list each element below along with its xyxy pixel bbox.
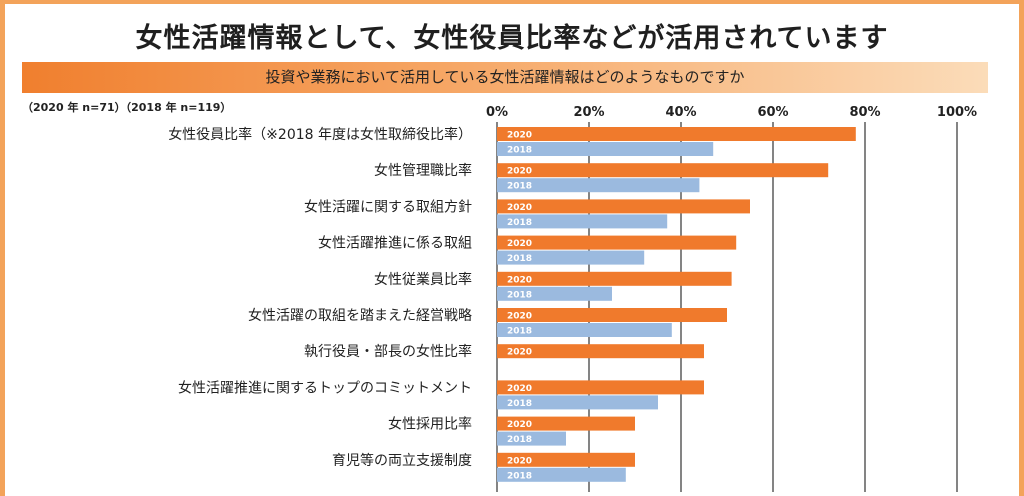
bar-series-label: 2020 — [507, 456, 532, 466]
bar-2020 — [497, 235, 737, 250]
bar-2018 — [497, 250, 645, 265]
bar-series-label: 2020 — [507, 275, 532, 285]
bar-series-label: 2020 — [507, 348, 532, 358]
frame-top-border — [0, 0, 1024, 4]
bar-series-label: 2020 — [507, 384, 532, 394]
x-tick-label: 60% — [757, 105, 788, 120]
subtitle-band — [22, 62, 988, 93]
category-label: 女性採用比率 — [388, 416, 472, 433]
bar-series-label: 2018 — [507, 290, 532, 300]
category-label: 女性活躍推進に関するトップのコミットメント — [178, 379, 472, 396]
bar-2020 — [497, 199, 750, 214]
bar-series-label: 2018 — [507, 254, 532, 264]
bar-series-label: 2020 — [507, 239, 532, 249]
category-label: 執行役員・部長の女性比率 — [304, 343, 472, 360]
bar-series-label: 2020 — [507, 420, 532, 430]
bar-2020 — [497, 308, 727, 322]
bar-2018 — [497, 142, 714, 156]
category-label: 女性活躍に関する取組方針 — [304, 198, 472, 215]
x-tick-label: 40% — [665, 105, 696, 120]
x-tick-label: 0% — [486, 105, 508, 120]
frame-left-border — [0, 0, 5, 496]
category-label: 女性活躍推進に係る取組 — [318, 235, 472, 252]
bar-2020 — [497, 127, 856, 141]
bar-series-label: 2018 — [507, 327, 532, 337]
bar-series-label: 2018 — [507, 218, 532, 228]
chart-subtitle: 投資や業務において活用している女性活躍情報はどのようなものですか — [265, 68, 745, 86]
category-label: 女性従業員比率 — [374, 271, 472, 288]
frame-right-border — [1019, 0, 1024, 496]
sample-size-note: （2020 年 n=71）（2018 年 n=119） — [22, 101, 232, 114]
bar-2018 — [497, 214, 668, 229]
x-tick-label: 100% — [937, 105, 977, 120]
bar-2020 — [497, 452, 635, 467]
category-label: 女性管理職比率 — [374, 162, 472, 179]
chart-title: 女性活躍情報として、女性役員比率などが活用されています — [135, 23, 889, 54]
bar-series-label: 2020 — [507, 167, 532, 177]
bar-series-label: 2018 — [507, 399, 532, 409]
x-tick-label: 20% — [573, 105, 604, 120]
bar-2018 — [497, 395, 658, 410]
bar-2020 — [497, 380, 704, 395]
bar-2018 — [497, 323, 672, 337]
bar-series-label: 2018 — [507, 146, 532, 156]
bar-series-label: 2020 — [507, 203, 532, 213]
bar-2018 — [497, 431, 566, 446]
category-label: 女性活躍の取組を踏まえた経営戦略 — [248, 307, 472, 324]
bar-2020 — [497, 416, 635, 431]
bar-series-label: 2020 — [507, 312, 532, 322]
bar-series-label: 2020 — [507, 131, 532, 141]
x-tick-label: 80% — [849, 105, 880, 120]
bar-series-label: 2018 — [507, 471, 532, 481]
bar-2020 — [497, 271, 732, 286]
bar-2020 — [497, 163, 829, 178]
category-label: 女性役員比率（※2018 年度は女性取締役比率） — [168, 126, 472, 143]
bar-series-label: 2018 — [507, 182, 532, 192]
bar-2020 — [497, 344, 704, 359]
category-label: 育児等の両立支援制度 — [332, 452, 472, 469]
bar-2018 — [497, 286, 612, 301]
bar-series-label: 2018 — [507, 435, 532, 445]
bar-2018 — [497, 178, 700, 193]
bar-2018 — [497, 467, 626, 482]
